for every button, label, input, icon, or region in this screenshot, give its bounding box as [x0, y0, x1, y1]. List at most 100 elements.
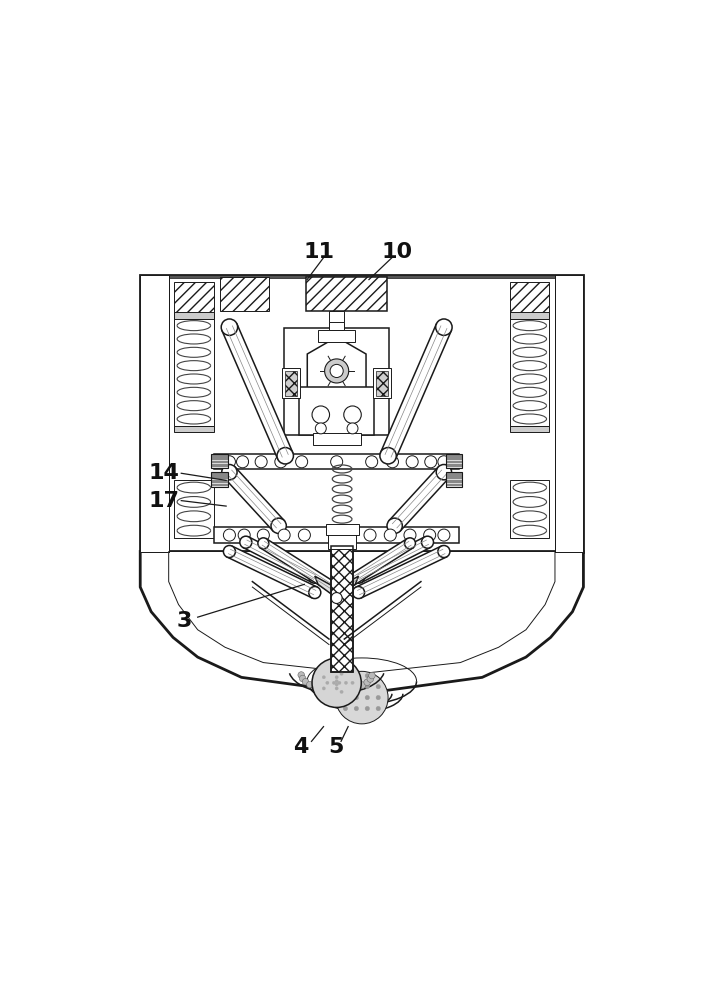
Polygon shape: [356, 546, 446, 598]
Circle shape: [278, 529, 290, 541]
Circle shape: [335, 676, 338, 679]
Circle shape: [352, 571, 364, 583]
Circle shape: [316, 423, 326, 434]
Bar: [318, 330, 355, 342]
Circle shape: [331, 584, 342, 595]
Circle shape: [436, 319, 452, 335]
Bar: [328, 532, 356, 549]
Circle shape: [309, 587, 321, 599]
Circle shape: [322, 687, 325, 690]
Bar: [140, 275, 169, 552]
Polygon shape: [140, 552, 583, 694]
Circle shape: [275, 456, 287, 468]
Bar: [306, 277, 387, 311]
Circle shape: [318, 686, 325, 692]
Circle shape: [335, 671, 388, 724]
Circle shape: [312, 406, 330, 423]
Bar: [214, 454, 459, 469]
Polygon shape: [243, 537, 318, 583]
Circle shape: [335, 687, 338, 690]
Polygon shape: [389, 467, 450, 531]
Bar: [445, 454, 462, 468]
Circle shape: [405, 538, 415, 549]
Polygon shape: [169, 552, 555, 674]
Bar: [211, 472, 228, 487]
Circle shape: [366, 456, 378, 468]
Circle shape: [255, 456, 267, 468]
Bar: [510, 319, 549, 426]
Circle shape: [424, 529, 436, 541]
Polygon shape: [261, 539, 340, 594]
Circle shape: [333, 687, 340, 694]
Circle shape: [333, 681, 335, 684]
Circle shape: [343, 684, 347, 689]
Bar: [373, 368, 391, 398]
Text: 3: 3: [176, 611, 192, 631]
Bar: [555, 275, 583, 552]
Circle shape: [340, 672, 343, 675]
Polygon shape: [224, 467, 285, 531]
Bar: [510, 426, 549, 432]
Circle shape: [425, 456, 437, 468]
Text: 17: 17: [148, 491, 179, 511]
Bar: [284, 328, 389, 435]
Text: 11: 11: [304, 242, 335, 262]
Circle shape: [309, 571, 321, 583]
Circle shape: [365, 706, 369, 711]
Polygon shape: [356, 537, 430, 583]
Bar: [285, 371, 297, 396]
Bar: [331, 546, 353, 672]
Circle shape: [365, 684, 369, 689]
Circle shape: [404, 529, 416, 541]
Bar: [214, 527, 459, 543]
Bar: [313, 433, 361, 445]
Circle shape: [340, 690, 343, 694]
Circle shape: [238, 529, 250, 541]
Circle shape: [337, 681, 341, 684]
Circle shape: [298, 672, 304, 678]
Circle shape: [296, 456, 308, 468]
Circle shape: [364, 529, 376, 541]
Circle shape: [335, 683, 338, 686]
Circle shape: [376, 695, 381, 700]
Circle shape: [364, 679, 371, 686]
Bar: [174, 426, 213, 432]
Circle shape: [436, 465, 452, 480]
Circle shape: [322, 676, 325, 679]
Circle shape: [344, 406, 361, 423]
Circle shape: [330, 456, 342, 468]
Circle shape: [406, 456, 418, 468]
Circle shape: [299, 675, 306, 682]
Circle shape: [359, 682, 366, 688]
Polygon shape: [334, 539, 413, 594]
Circle shape: [347, 686, 354, 692]
Polygon shape: [222, 324, 293, 459]
Polygon shape: [227, 546, 318, 598]
Circle shape: [421, 536, 433, 548]
Circle shape: [240, 536, 252, 548]
Bar: [510, 312, 549, 319]
Circle shape: [387, 518, 402, 533]
Polygon shape: [381, 324, 451, 459]
Bar: [510, 480, 549, 538]
Circle shape: [343, 706, 347, 711]
Bar: [329, 311, 345, 363]
Circle shape: [325, 687, 332, 693]
Bar: [174, 319, 213, 426]
Circle shape: [354, 684, 359, 689]
Bar: [329, 322, 345, 330]
Polygon shape: [315, 576, 337, 598]
Circle shape: [438, 456, 450, 468]
Circle shape: [354, 695, 359, 700]
Bar: [174, 480, 213, 538]
Bar: [376, 371, 388, 396]
Circle shape: [222, 465, 237, 480]
Circle shape: [335, 680, 338, 683]
Polygon shape: [307, 337, 366, 405]
Bar: [174, 282, 213, 319]
Polygon shape: [337, 576, 359, 598]
Circle shape: [340, 687, 347, 693]
Circle shape: [345, 681, 347, 684]
Circle shape: [376, 706, 381, 711]
Circle shape: [271, 518, 287, 533]
